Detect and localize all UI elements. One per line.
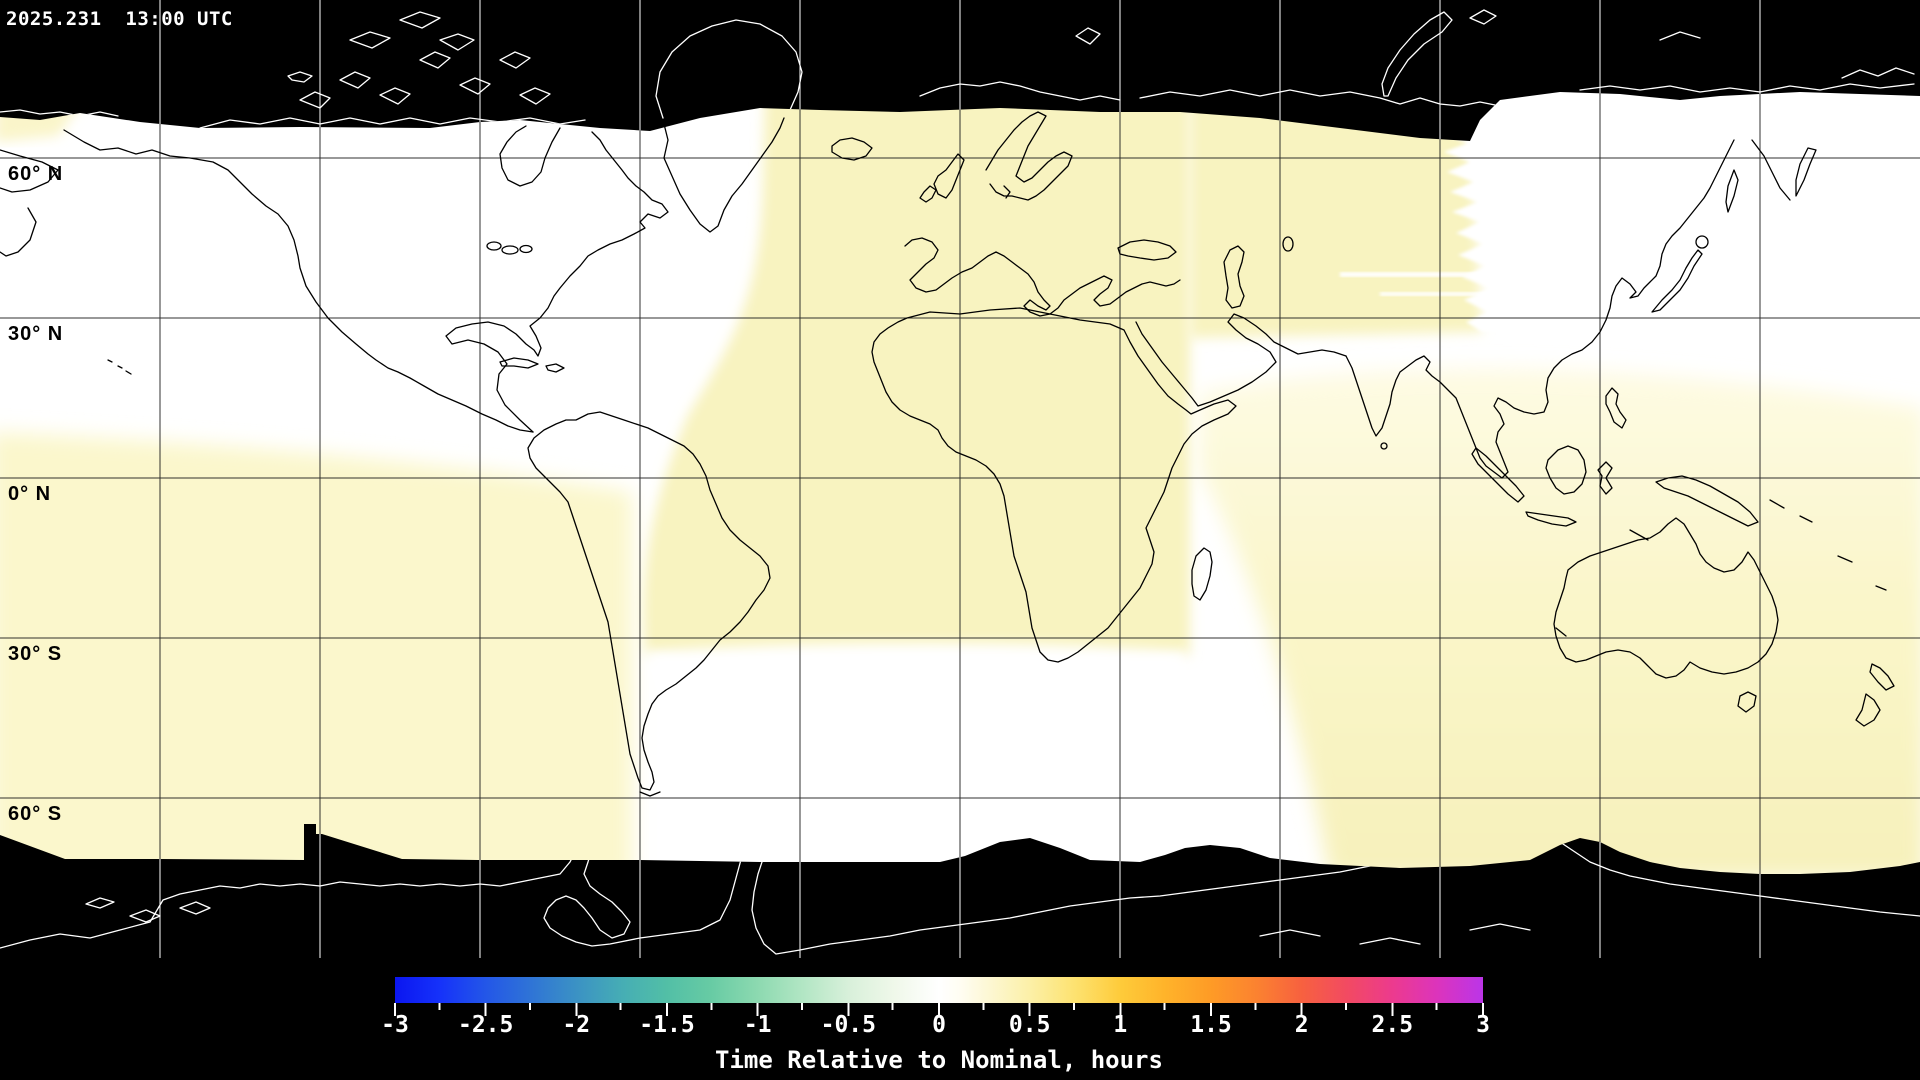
colorbar-tick-label: -1 xyxy=(743,1012,772,1038)
colorbar-tick-label: 1.5 xyxy=(1190,1012,1232,1038)
nominal-white-regions xyxy=(645,88,1920,892)
colorbar-tick-label: 2.5 xyxy=(1371,1012,1414,1038)
colorbar-tick-label: -3 xyxy=(381,1012,409,1038)
colorbar xyxy=(395,977,1483,1003)
colorbar-tick-label: 0 xyxy=(932,1012,946,1038)
colorbar-minor-ticks xyxy=(394,1003,1484,1010)
colorbar-tick-label: 1 xyxy=(1113,1012,1128,1038)
colorbar-tick-label: -2 xyxy=(562,1012,591,1038)
graticule-on-map xyxy=(0,0,1920,958)
colorbar-tick-label: -2.5 xyxy=(457,1012,514,1038)
coastlines xyxy=(0,111,1895,797)
lat-label-60s: 60° S xyxy=(8,803,63,825)
colorbar-tick-label: 0.5 xyxy=(1008,1012,1051,1038)
lat-label-30s: 30° S xyxy=(8,643,63,665)
colorbar-tick-label: 2 xyxy=(1294,1012,1309,1038)
colorbar-tick-label: -0.5 xyxy=(820,1012,876,1038)
lat-label-60n: 60° N xyxy=(8,163,64,185)
colorbar-tick-label: 3 xyxy=(1476,1012,1490,1038)
feathered-swath-edge xyxy=(1438,88,1920,335)
colorbar-title: Time Relative to Nominal, hours xyxy=(715,1046,1163,1074)
lat-label-0n: 0° N xyxy=(8,483,52,505)
colorbar-tick-label: -1.5 xyxy=(639,1012,695,1038)
world-map-plot xyxy=(0,0,1920,958)
lat-label-30n: 30° N xyxy=(8,323,64,345)
late-swath-regions xyxy=(0,85,1920,880)
timestamp-label: 2025.231 13:00 UTC xyxy=(6,8,233,30)
